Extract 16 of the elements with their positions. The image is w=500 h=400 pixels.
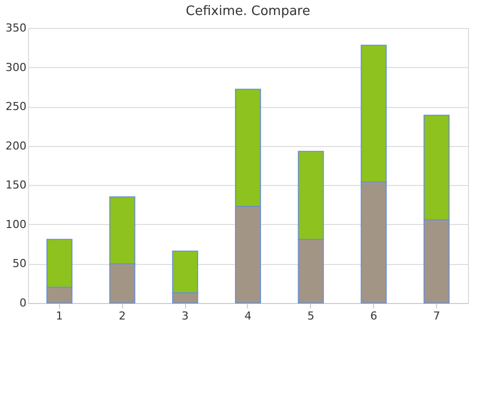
x-tick-label: 3 bbox=[182, 310, 189, 322]
y-tick-label: 350 bbox=[6, 22, 26, 34]
x-tick-label: 7 bbox=[433, 310, 440, 322]
x-tick-label: 6 bbox=[370, 310, 378, 322]
x-tick-label: 2 bbox=[118, 310, 126, 322]
y-tick-label: 250 bbox=[6, 100, 26, 114]
x-tick-label: 5 bbox=[307, 310, 314, 322]
chart-title: Cefixime. Compare bbox=[186, 4, 310, 19]
y-tick-label: 300 bbox=[6, 60, 26, 74]
x-tick-label: 4 bbox=[244, 310, 252, 322]
y-tick-label: 200 bbox=[6, 139, 26, 152]
x-tick-label: 1 bbox=[56, 310, 63, 322]
y-tick-label: 50 bbox=[12, 257, 26, 270]
y-tick-label: 0 bbox=[20, 296, 26, 310]
y-tick-label: 100 bbox=[6, 218, 26, 231]
y-tick-label: 150 bbox=[6, 178, 26, 192]
